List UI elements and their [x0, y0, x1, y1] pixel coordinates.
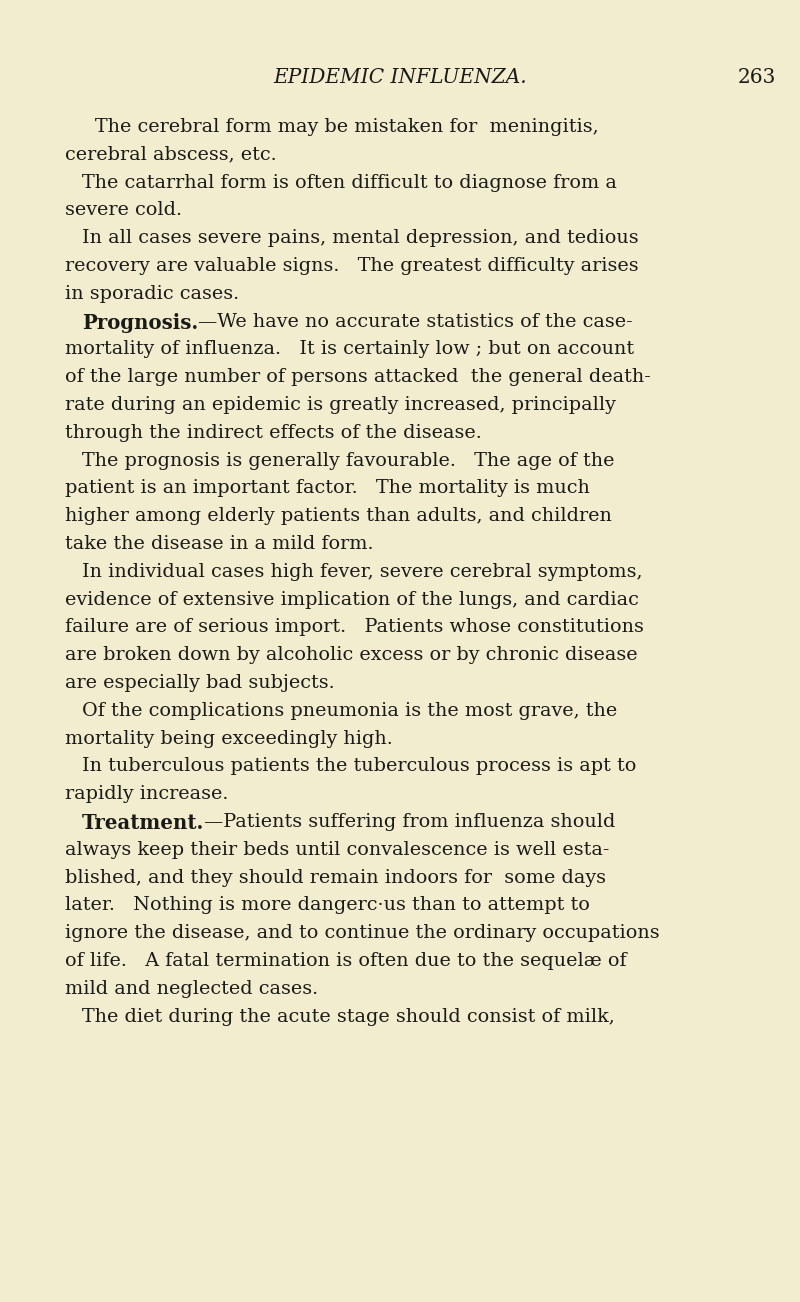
- Text: failure are of serious import.   Patients whose constitutions: failure are of serious import. Patients …: [65, 618, 644, 637]
- Text: in sporadic cases.: in sporadic cases.: [65, 285, 239, 303]
- Text: ignore the disease, and to continue the ordinary occupations: ignore the disease, and to continue the …: [65, 924, 660, 943]
- Text: higher among elderly patients than adults, and children: higher among elderly patients than adult…: [65, 508, 612, 525]
- Text: 263: 263: [738, 68, 776, 87]
- Text: In individual cases high fever, severe cerebral symptoms,: In individual cases high fever, severe c…: [82, 562, 642, 581]
- Text: In tuberculous patients the tuberculous process is apt to: In tuberculous patients the tuberculous …: [82, 758, 636, 776]
- Text: are broken down by alcoholic excess or by chronic disease: are broken down by alcoholic excess or b…: [65, 646, 638, 664]
- Text: are especially bad subjects.: are especially bad subjects.: [65, 674, 334, 691]
- Text: of life.   A fatal termination is often due to the sequelæ of: of life. A fatal termination is often du…: [65, 952, 626, 970]
- Text: Prognosis.: Prognosis.: [82, 312, 198, 332]
- Text: always keep their beds until convalescence is well esta-: always keep their beds until convalescen…: [65, 841, 610, 859]
- Text: mortality of influenza.   It is certainly low ; but on account: mortality of influenza. It is certainly …: [65, 340, 634, 358]
- Text: blished, and they should remain indoors for  some days: blished, and they should remain indoors …: [65, 868, 606, 887]
- Text: rapidly increase.: rapidly increase.: [65, 785, 228, 803]
- Text: mild and neglected cases.: mild and neglected cases.: [65, 980, 318, 997]
- Text: The diet during the acute stage should consist of milk,: The diet during the acute stage should c…: [82, 1008, 614, 1026]
- Text: severe cold.: severe cold.: [65, 202, 182, 220]
- Text: The cerebral form may be mistaken for  meningitis,: The cerebral form may be mistaken for me…: [95, 118, 598, 135]
- Text: EPIDEMIC INFLUENZA.: EPIDEMIC INFLUENZA.: [273, 68, 527, 87]
- Text: take the disease in a mild form.: take the disease in a mild form.: [65, 535, 374, 553]
- Text: mortality being exceedingly high.: mortality being exceedingly high.: [65, 729, 393, 747]
- Text: Of the complications pneumonia is the most grave, the: Of the complications pneumonia is the mo…: [82, 702, 618, 720]
- Text: of the large number of persons attacked  the general death-: of the large number of persons attacked …: [65, 368, 650, 387]
- Text: patient is an important factor.   The mortality is much: patient is an important factor. The mort…: [65, 479, 590, 497]
- Text: The catarrhal form is often difficult to diagnose from a: The catarrhal form is often difficult to…: [82, 173, 617, 191]
- Text: rate during an epidemic is greatly increased, principally: rate during an epidemic is greatly incre…: [65, 396, 616, 414]
- Text: through the indirect effects of the disease.: through the indirect effects of the dise…: [65, 423, 482, 441]
- Text: Treatment.: Treatment.: [82, 812, 204, 833]
- Text: —We have no accurate statistics of the case-: —We have no accurate statistics of the c…: [198, 312, 633, 331]
- Text: later.   Nothing is more dangerc·us than to attempt to: later. Nothing is more dangerc·us than t…: [65, 896, 590, 914]
- Text: recovery are valuable signs.   The greatest difficulty arises: recovery are valuable signs. The greates…: [65, 256, 638, 275]
- Text: The prognosis is generally favourable.   The age of the: The prognosis is generally favourable. T…: [82, 452, 614, 470]
- Text: cerebral abscess, etc.: cerebral abscess, etc.: [65, 146, 277, 164]
- Text: evidence of extensive implication of the lungs, and cardiac: evidence of extensive implication of the…: [65, 591, 639, 608]
- Text: In all cases severe pains, mental depression, and tedious: In all cases severe pains, mental depres…: [82, 229, 638, 247]
- Text: —Patients suffering from influenza should: —Patients suffering from influenza shoul…: [204, 812, 616, 831]
